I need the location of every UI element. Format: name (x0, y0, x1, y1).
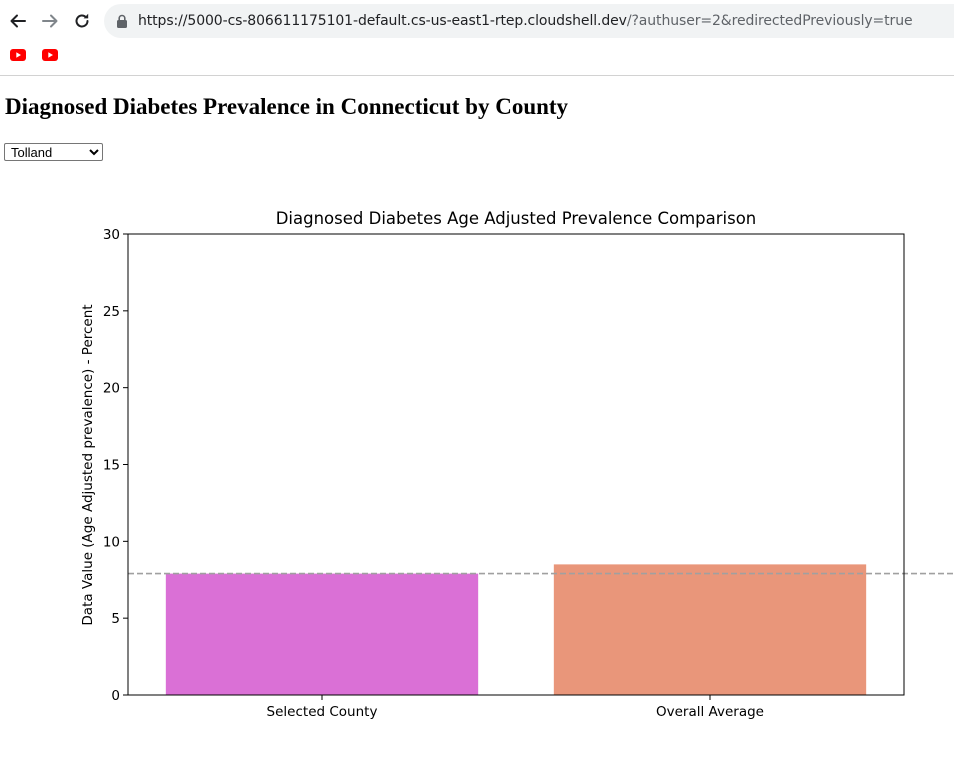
x-tick-label: Selected County (267, 704, 378, 720)
forward-button[interactable] (39, 10, 61, 32)
y-tick-label: 0 (111, 688, 120, 704)
page-title: Diagnosed Diabetes Prevalence in Connect… (5, 94, 569, 119)
chart-container: Diagnosed Diabetes Age Adjusted Prevalen… (0, 195, 954, 735)
bar-overall-average (553, 564, 867, 695)
plot-area: 0 5 10 15 20 25 30 Selected County Overall Avera… (103, 227, 954, 720)
y-tick-label: 25 (103, 304, 120, 320)
lock-icon (117, 14, 127, 28)
y-axis-label: Data Value (Age Adjusted prevalence) - P… (80, 304, 96, 625)
chart-title: Diagnosed Diabetes Age Adjusted Prevalen… (276, 209, 757, 228)
bar-chart: Diagnosed Diabetes Age Adjusted Prevalen… (80, 209, 954, 720)
county-select[interactable]: Tolland (4, 143, 103, 161)
youtube-icon[interactable] (10, 49, 26, 61)
url-host: https://5000-cs-806611175101-default.cs-… (138, 13, 627, 29)
forward-arrow-icon (42, 14, 58, 28)
address-bar[interactable]: https://5000-cs-806611175101-default.cs-… (104, 4, 954, 38)
reload-button[interactable] (71, 10, 93, 32)
y-tick-label: 20 (103, 381, 120, 397)
url-text: https://5000-cs-806611175101-default.cs-… (138, 13, 913, 29)
back-arrow-icon (10, 14, 26, 28)
back-button[interactable] (7, 10, 29, 32)
bookmarks-bar (10, 49, 58, 61)
y-tick-label: 5 (111, 611, 120, 627)
y-tick-label: 15 (103, 458, 120, 474)
x-tick-label: Overall Average (656, 704, 764, 720)
bar-selected-county (165, 573, 479, 695)
y-tick-label: 30 (103, 227, 120, 243)
browser-chrome: https://5000-cs-806611175101-default.cs-… (0, 0, 954, 76)
reload-icon (75, 13, 89, 28)
url-path: /?authuser=2&redirectedPreviously=true (626, 13, 913, 29)
y-tick-label: 10 (103, 534, 120, 550)
youtube-icon[interactable] (42, 49, 58, 61)
